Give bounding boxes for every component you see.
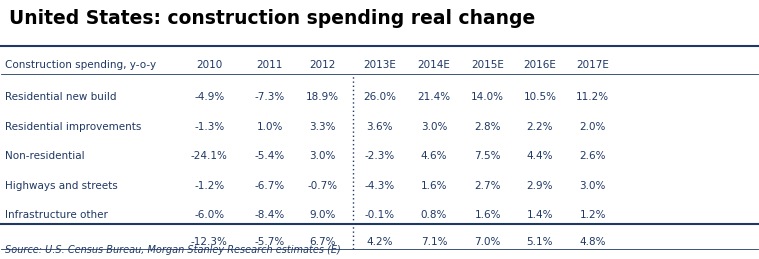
Text: 10.5%: 10.5%	[523, 92, 556, 102]
Text: 11.2%: 11.2%	[576, 92, 609, 102]
Text: 9.0%: 9.0%	[310, 210, 336, 220]
Text: 2.6%: 2.6%	[580, 151, 606, 161]
Text: 2014E: 2014E	[417, 60, 450, 70]
Text: United States: construction spending real change: United States: construction spending rea…	[9, 9, 535, 28]
Text: -0.1%: -0.1%	[364, 210, 395, 220]
Text: -24.1%: -24.1%	[191, 151, 228, 161]
Text: 3.0%: 3.0%	[420, 122, 447, 132]
Text: 3.3%: 3.3%	[310, 122, 336, 132]
Text: 7.5%: 7.5%	[474, 151, 501, 161]
Text: 2.7%: 2.7%	[474, 181, 501, 191]
Text: -6.7%: -6.7%	[255, 181, 285, 191]
Text: Source: U.S. Census Bureau, Morgan Stanley Research estimates (E): Source: U.S. Census Bureau, Morgan Stanl…	[5, 245, 341, 255]
Text: 1.2%: 1.2%	[580, 210, 606, 220]
Text: Construction spending, y-o-y: Construction spending, y-o-y	[5, 60, 156, 70]
Text: 1.6%: 1.6%	[474, 210, 501, 220]
Text: 4.6%: 4.6%	[420, 151, 447, 161]
Text: 4.4%: 4.4%	[527, 151, 553, 161]
Text: 2013E: 2013E	[363, 60, 396, 70]
Text: -1.3%: -1.3%	[194, 122, 225, 132]
Text: 18.9%: 18.9%	[306, 92, 339, 102]
Text: Residential new build: Residential new build	[5, 92, 117, 102]
Text: 6.7%: 6.7%	[310, 237, 336, 247]
Text: -0.7%: -0.7%	[307, 181, 338, 191]
Text: 4.8%: 4.8%	[580, 237, 606, 247]
Text: -1.2%: -1.2%	[194, 181, 225, 191]
Text: Highways and streets: Highways and streets	[5, 181, 118, 191]
Text: 1.6%: 1.6%	[420, 181, 447, 191]
Text: 1.4%: 1.4%	[527, 210, 553, 220]
Text: 2.0%: 2.0%	[580, 122, 606, 132]
Text: -5.7%: -5.7%	[255, 237, 285, 247]
Text: Non-residential: Non-residential	[5, 151, 85, 161]
Text: Residential improvements: Residential improvements	[5, 122, 141, 132]
Text: 7.1%: 7.1%	[420, 237, 447, 247]
Text: 3.6%: 3.6%	[367, 122, 392, 132]
Text: 7.0%: 7.0%	[474, 237, 501, 247]
Text: 2.8%: 2.8%	[474, 122, 501, 132]
Text: 26.0%: 26.0%	[363, 92, 396, 102]
Text: 3.0%: 3.0%	[310, 151, 336, 161]
Text: 4.2%: 4.2%	[367, 237, 392, 247]
Text: 21.4%: 21.4%	[417, 92, 451, 102]
Text: 2010: 2010	[197, 60, 222, 70]
Text: -4.3%: -4.3%	[364, 181, 395, 191]
Text: 14.0%: 14.0%	[471, 92, 504, 102]
Text: -8.4%: -8.4%	[255, 210, 285, 220]
Text: -7.3%: -7.3%	[255, 92, 285, 102]
Text: -6.0%: -6.0%	[194, 210, 225, 220]
Text: -4.9%: -4.9%	[194, 92, 225, 102]
Text: 5.1%: 5.1%	[527, 237, 553, 247]
Text: 2016E: 2016E	[524, 60, 556, 70]
Text: -5.4%: -5.4%	[255, 151, 285, 161]
Text: 3.0%: 3.0%	[580, 181, 606, 191]
Text: 2011: 2011	[257, 60, 283, 70]
Text: Infrastructure other: Infrastructure other	[5, 210, 108, 220]
Text: 2.9%: 2.9%	[527, 181, 553, 191]
Text: 2015E: 2015E	[471, 60, 504, 70]
Text: 2017E: 2017E	[576, 60, 609, 70]
Text: 1.0%: 1.0%	[257, 122, 283, 132]
Text: 2.2%: 2.2%	[527, 122, 553, 132]
Text: -12.3%: -12.3%	[191, 237, 228, 247]
Text: 0.8%: 0.8%	[420, 210, 447, 220]
Text: -2.3%: -2.3%	[364, 151, 395, 161]
Text: 2012: 2012	[310, 60, 336, 70]
